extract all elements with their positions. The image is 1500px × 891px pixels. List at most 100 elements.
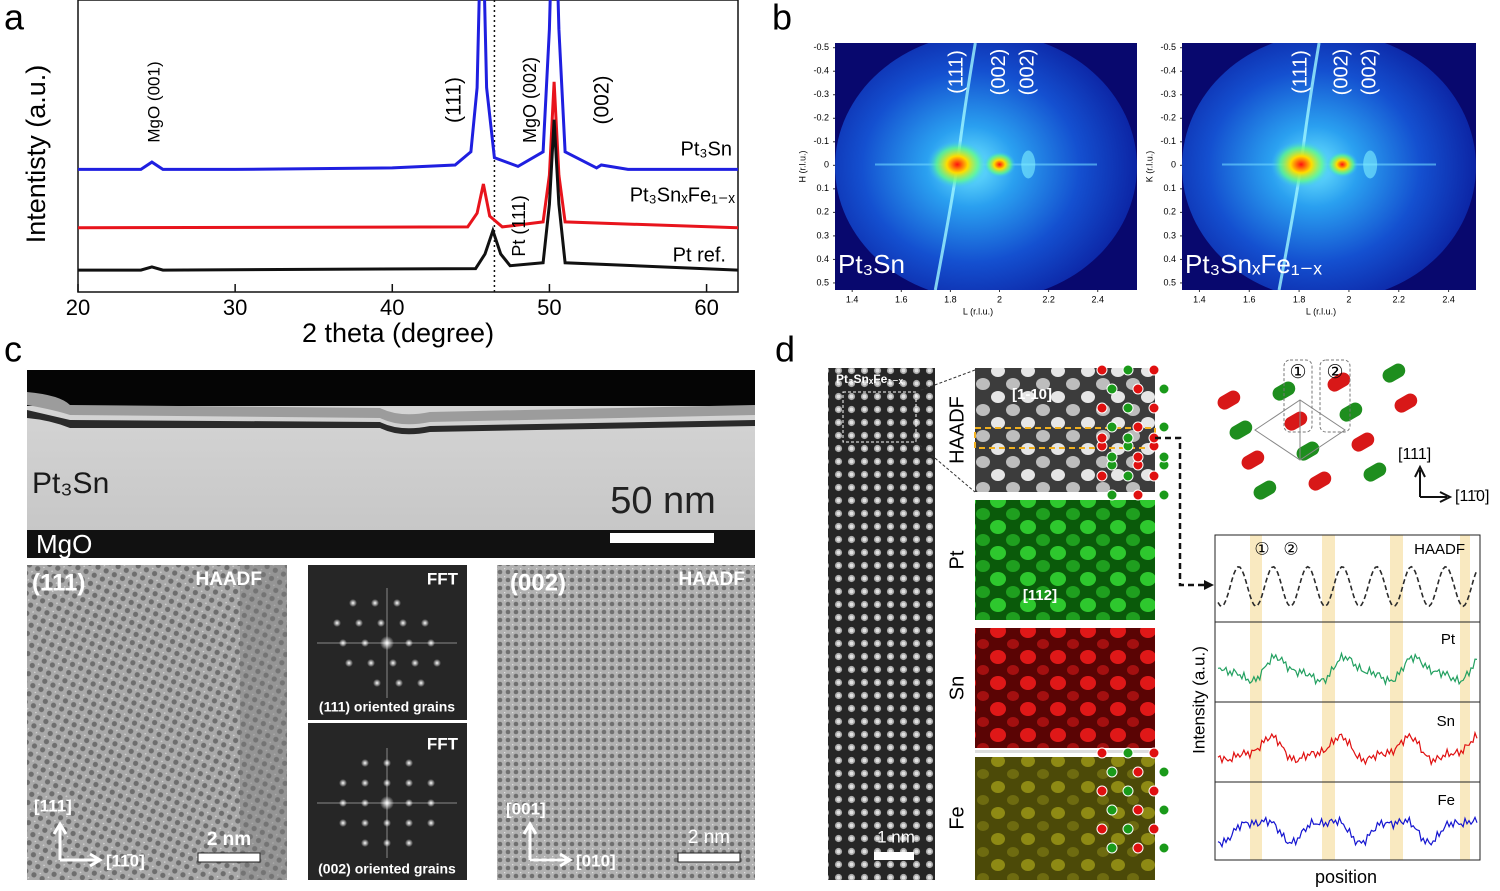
atom [1122,432,1134,444]
map-label: Pt₃Sn [838,249,905,279]
atom [1132,383,1144,395]
direction-label: [11̄0] [1455,488,1489,505]
fft-spot [399,619,407,627]
roi-box [842,391,917,443]
fft-spot [427,799,435,807]
y-tick-label: -0.4 [1160,66,1176,76]
film-label: Pt₃Sn [32,467,109,500]
site-box [1283,359,1313,433]
xrd-curve [78,119,738,272]
zone-label: [112] [1023,587,1057,604]
fft-spot [377,619,385,627]
fft-spot [417,679,425,687]
sn-map [975,628,1155,748]
atom [1122,364,1134,376]
x-tick-label: 1.4 [846,294,859,304]
channel-label: HAADF [1414,541,1465,558]
atom [1106,489,1118,501]
x-tick-label: 1.6 [1243,294,1256,304]
direction-label: [001] [506,799,546,818]
y-tick-label: 0.2 [816,207,829,217]
layer [27,370,755,406]
fft-spot [383,759,391,767]
x-tick-label: 30 [223,295,247,320]
fft-spot [383,819,391,827]
fft-spot [361,639,369,647]
atom-column [1217,390,1241,410]
atom [1096,823,1108,835]
atom-column [1308,471,1332,491]
fft-title: FFT [427,569,459,588]
profile-curve [1217,565,1478,608]
y-tick-label: -0.5 [1160,42,1176,52]
panel-c: Pt₃Sn 50 nm MgO (111) HAADF [111] [11̄0]… [27,370,755,880]
hrtem-image [497,565,755,880]
peak-label: (111) [443,77,466,123]
fft-spot [393,599,401,607]
direction-label: [111] [1398,446,1431,463]
zoom-lines [915,369,976,493]
atom-column [1241,450,1265,470]
y-tick-label: 0.1 [816,183,829,193]
atom-column [1327,372,1351,392]
fft-spot [339,819,347,827]
atom [1122,823,1134,835]
y-tick-label: 0.1 [1163,183,1176,193]
atom [1148,470,1160,482]
fft-caption: (002) oriented grains [318,861,456,877]
fft-spot [421,619,429,627]
atom [1096,364,1108,376]
fft-spot [405,839,413,847]
panel-label: d [775,329,795,370]
xrd-curve [78,81,738,230]
atom [1158,766,1170,778]
fft-spot [361,779,369,787]
map-label: Pt [946,550,968,569]
scale-bar [610,533,714,543]
atom [1122,470,1134,482]
fft-spot [339,779,347,787]
y-tick-label: -0.5 [813,42,829,52]
y-axis-label: H (r.l.u.) [797,150,807,182]
atom [1132,421,1144,433]
map-label: HAADF [946,396,968,464]
site-label: ① [1289,362,1306,383]
atom [1148,785,1160,797]
channel-label: Pt [1441,631,1456,648]
plot-frame [77,0,739,293]
zone-label: [1-10] [1012,386,1052,403]
atom [1148,402,1160,414]
y-tick-label: 0 [824,160,829,170]
map-label: Sn [946,676,968,700]
atom [1158,383,1170,395]
atom [1106,383,1118,395]
fft-spot [380,796,394,810]
image-label: (002) [510,569,566,596]
x-tick-label: 2.2 [1042,294,1055,304]
fft-spot [405,639,413,647]
y-tick-label: -0.4 [813,66,829,76]
y-axis-label: K (r.l.u.) [1144,151,1154,183]
atom [1096,785,1108,797]
x-axis-label: L (r.l.u.) [1306,306,1336,316]
atom [1148,747,1160,759]
fft-spot [371,599,379,607]
peak-label: (111) [946,50,968,94]
map-label: Fe [946,806,968,829]
atom-column [1363,462,1387,482]
atom [1158,451,1170,463]
channel-label: Fe [1437,792,1455,809]
fe-map [975,757,1155,880]
site-label: ② [1326,362,1343,383]
xrd-curve [78,0,738,171]
direction-label: [111] [34,796,72,815]
peak-label: MgO (002) [520,57,540,143]
rsm-peak [1363,150,1378,179]
x-tick-label: 50 [537,295,561,320]
fft-spot [339,639,347,647]
fft-spot [373,679,381,687]
atom [1122,785,1134,797]
axes-arrow [1414,464,1453,503]
atom [1106,421,1118,433]
